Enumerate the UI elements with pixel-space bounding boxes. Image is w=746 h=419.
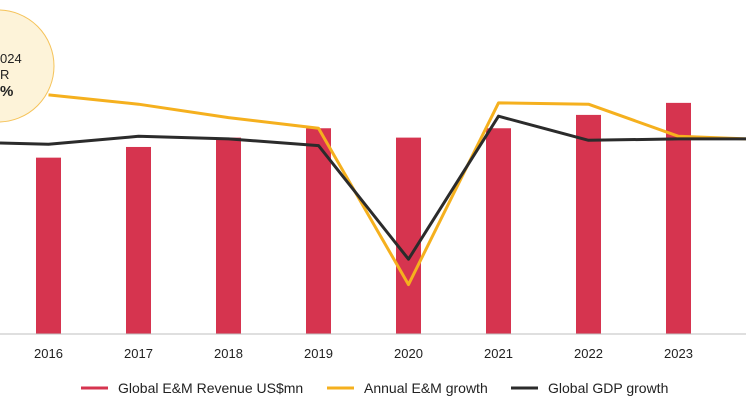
x-tick-label-2019: 2019 xyxy=(304,346,333,361)
legend-label-em-growth: Annual E&M growth xyxy=(364,380,488,396)
x-tick-label-2016: 2016 xyxy=(34,346,63,361)
x-axis-tick-labels: 2016 2017 2018 2019 2020 2021 2022 2023 xyxy=(34,346,693,361)
cagr-badge: 024 R % xyxy=(0,9,55,123)
bar-2019 xyxy=(306,128,331,334)
line-series-group xyxy=(0,93,746,287)
cagr-badge-line-2: R xyxy=(0,67,9,82)
x-tick-label-2017: 2017 xyxy=(124,346,153,361)
bar-2022 xyxy=(576,114,601,334)
bar-2016 xyxy=(36,157,61,334)
legend-item-gdp-growth: Global GDP growth xyxy=(511,380,668,396)
x-tick-label-2018: 2018 xyxy=(214,346,243,361)
x-tick-label-2020: 2020 xyxy=(394,346,423,361)
x-tick-label-2021: 2021 xyxy=(484,346,513,361)
bar-2023 xyxy=(666,102,691,334)
cagr-badge-line-3: % xyxy=(0,83,13,100)
legend-label-gdp-growth: Global GDP growth xyxy=(548,380,668,396)
bar-2017 xyxy=(126,146,151,334)
cagr-badge-circle xyxy=(0,9,55,123)
legend-label-revenue: Global E&M Revenue US$mn xyxy=(118,380,303,396)
line-global-gdp-growth xyxy=(0,114,746,261)
x-tick-label-2023: 2023 xyxy=(664,346,693,361)
bar-2018 xyxy=(216,137,241,334)
bar-2021 xyxy=(486,128,511,334)
legend: Global E&M Revenue US$mn Annual E&M grow… xyxy=(81,380,668,396)
x-tick-label-2022: 2022 xyxy=(574,346,603,361)
cagr-badge-line-1: 024 xyxy=(0,51,22,66)
legend-item-em-growth: Annual E&M growth xyxy=(327,380,488,396)
bar-2020 xyxy=(396,137,421,334)
bar-series xyxy=(36,102,691,334)
legend-item-revenue: Global E&M Revenue US$mn xyxy=(81,380,303,396)
